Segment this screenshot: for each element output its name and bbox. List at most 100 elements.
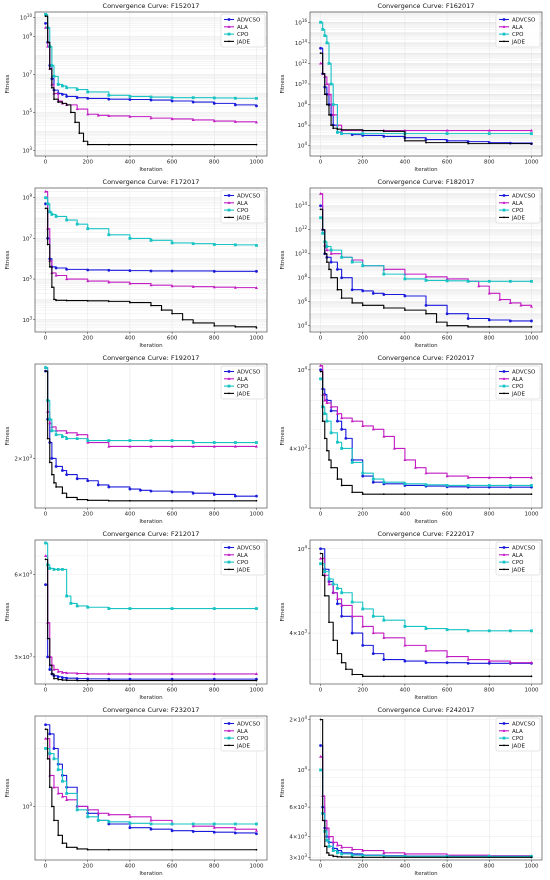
chart-panel: Convergence Curve: F182017 0 200 400 600 800 1… xyxy=(275,176,550,352)
series-advcso xyxy=(319,744,533,859)
data-point xyxy=(327,582,331,586)
data-point xyxy=(53,98,55,101)
data-point xyxy=(327,62,331,65)
data-point xyxy=(255,677,258,681)
data-point xyxy=(44,12,47,16)
legend-marker xyxy=(228,40,230,43)
data-point xyxy=(403,852,407,856)
x-tick-label: 0 xyxy=(319,512,323,518)
series-line xyxy=(320,769,532,857)
data-point xyxy=(530,132,533,136)
x-tick-label: 0 xyxy=(44,688,48,694)
data-point xyxy=(65,437,69,441)
data-point xyxy=(435,321,438,324)
data-point xyxy=(325,851,328,854)
data-point xyxy=(331,582,335,586)
y-tick-label: 1012 xyxy=(295,59,308,68)
data-point xyxy=(56,568,60,571)
data-point xyxy=(61,435,64,439)
data-point xyxy=(404,493,406,496)
legend-marker xyxy=(503,392,505,395)
data-point xyxy=(488,675,491,678)
x-tick-label: 0 xyxy=(319,688,323,694)
y-tick-label: 104 xyxy=(297,544,307,553)
data-point xyxy=(44,723,47,727)
x-tick-label: 200 xyxy=(82,160,93,166)
chart-panel: Convergence Curve: F162017 0 200 400 600 800 1… xyxy=(275,0,550,176)
y-tick-label: 109 xyxy=(22,193,32,202)
series-cpo xyxy=(44,541,258,610)
data-point xyxy=(445,132,449,136)
legend-label: ALA xyxy=(512,201,523,207)
x-tick-label: 800 xyxy=(209,336,220,342)
legend-marker xyxy=(227,32,231,36)
data-point xyxy=(128,444,132,448)
y-tick-label: 3×103 xyxy=(289,853,307,862)
data-point xyxy=(107,485,111,489)
data-point xyxy=(323,398,327,402)
data-point xyxy=(371,291,375,295)
chart-panel: Convergence Curve: F172017 0 200 400 600 800 1… xyxy=(0,176,275,352)
data-point xyxy=(340,416,344,420)
data-point xyxy=(331,591,335,594)
data-point xyxy=(52,568,56,571)
data-point xyxy=(325,82,329,86)
data-point xyxy=(254,286,258,289)
x-tick-label: 0 xyxy=(44,160,48,166)
y-tick-label: 108 xyxy=(297,100,307,109)
data-point xyxy=(327,92,331,96)
data-point xyxy=(75,433,79,436)
legend-label: ALA xyxy=(512,25,523,31)
data-point xyxy=(487,661,491,665)
data-point xyxy=(319,556,323,560)
series-ala xyxy=(319,364,533,479)
data-point xyxy=(321,420,324,423)
data-point xyxy=(96,113,100,117)
data-point xyxy=(424,275,428,278)
data-point xyxy=(336,130,339,134)
x-tick-label: 800 xyxy=(209,160,220,166)
x-tick-label: 600 xyxy=(442,864,453,870)
y-tick-label: 1014 xyxy=(295,38,308,47)
data-point xyxy=(50,429,54,433)
chart-title: Convergence Curve: F242017 xyxy=(378,706,475,714)
series-jade xyxy=(44,370,258,502)
data-point xyxy=(488,325,491,328)
data-point xyxy=(212,101,216,105)
data-point xyxy=(233,822,237,826)
y-tick-label: 4×103 xyxy=(289,832,307,841)
legend-label: JADE xyxy=(511,215,526,221)
data-point xyxy=(466,475,470,479)
legend-marker xyxy=(227,370,231,373)
data-point xyxy=(335,843,339,847)
y-tick-label: 109 xyxy=(22,32,32,41)
data-point xyxy=(170,444,174,448)
legend-label: CPO xyxy=(512,208,524,214)
data-point xyxy=(488,493,491,496)
x-tick-label: 400 xyxy=(125,160,136,166)
data-point xyxy=(325,826,329,830)
data-point xyxy=(255,143,258,146)
data-point xyxy=(361,607,365,611)
legend-marker xyxy=(228,216,230,219)
data-point xyxy=(54,215,58,218)
data-point xyxy=(404,139,406,142)
data-point xyxy=(233,827,237,831)
data-point xyxy=(86,677,90,681)
series-ala xyxy=(319,556,533,664)
data-point xyxy=(319,204,322,208)
data-point xyxy=(361,848,365,852)
data-point xyxy=(65,218,69,222)
data-point xyxy=(48,668,52,671)
data-point xyxy=(361,264,365,268)
legend-label: ADVCSO xyxy=(512,18,536,24)
data-point xyxy=(107,848,110,851)
legend-box xyxy=(495,189,541,224)
data-point xyxy=(65,431,69,434)
x-tick-label: 200 xyxy=(357,160,368,166)
data-point xyxy=(129,301,131,304)
data-point xyxy=(424,303,428,307)
